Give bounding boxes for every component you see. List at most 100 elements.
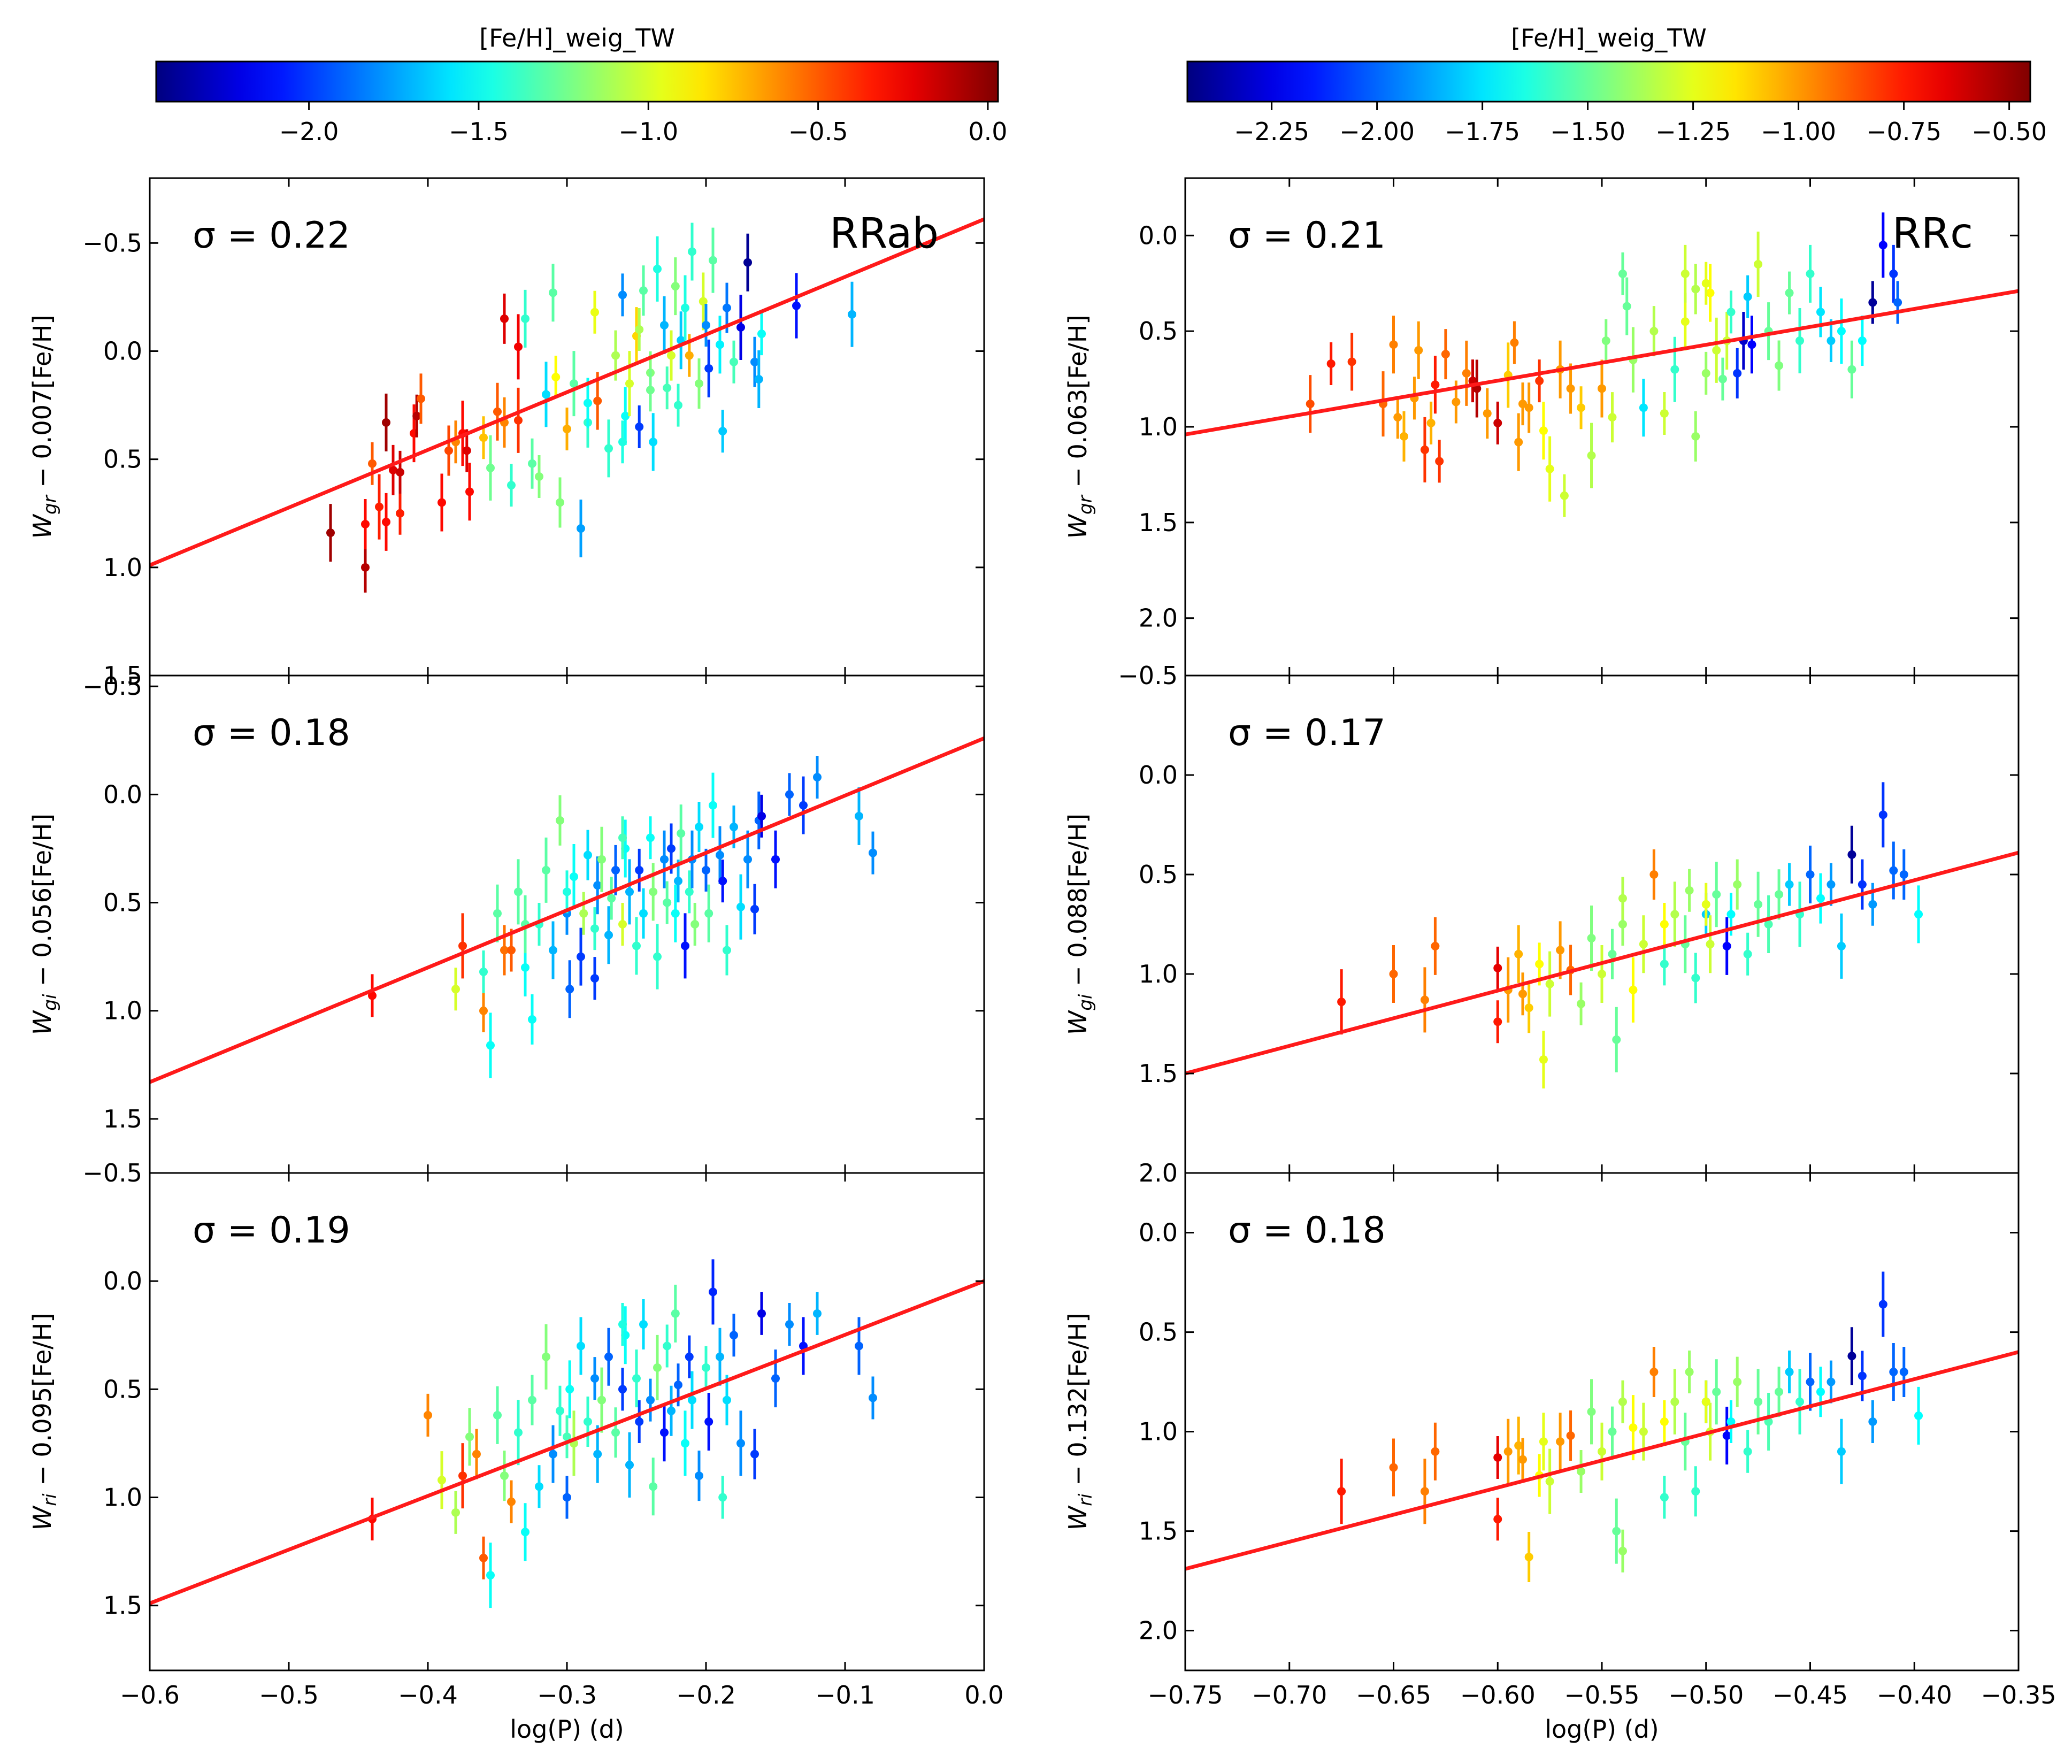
data-point xyxy=(635,1417,644,1426)
data-point xyxy=(660,1428,669,1437)
data-point xyxy=(556,816,564,825)
panel-rrab-row1: −0.5 0.0 0.5 1.0 1.5 Wgr − 0.007[Fe/H] σ = 0.2… xyxy=(28,177,985,690)
data-point xyxy=(1503,1447,1513,1456)
data-point xyxy=(479,1553,488,1562)
data-point xyxy=(368,991,377,1000)
data-point xyxy=(479,433,488,442)
data-point xyxy=(1598,1447,1606,1456)
data-point xyxy=(1514,438,1523,447)
data-point xyxy=(500,946,509,955)
y-tick-label: 1.5 xyxy=(1139,1059,1178,1088)
data-point xyxy=(1858,880,1867,889)
data-point xyxy=(750,904,759,914)
data-point xyxy=(754,375,763,384)
data-point xyxy=(663,898,672,907)
data-point xyxy=(1775,361,1784,370)
colorbar-tick-label: −0.75 xyxy=(1866,117,1941,146)
data-point xyxy=(570,379,578,388)
data-point xyxy=(1639,1427,1648,1436)
colorbar-tick-label: −0.50 xyxy=(1971,117,2047,146)
data-point xyxy=(653,952,662,961)
data-point xyxy=(1858,1371,1867,1380)
colorbar-tick-label: −2.0 xyxy=(279,117,339,146)
x-axis-label: log(P) (d) xyxy=(1545,1715,1659,1744)
data-point xyxy=(1518,1455,1527,1464)
y-tick-label: 0.0 xyxy=(1139,1218,1178,1247)
data-point xyxy=(1847,1352,1856,1361)
data-point xyxy=(577,1341,585,1351)
data-point xyxy=(486,1571,495,1580)
data-point xyxy=(855,811,863,820)
y-tick-label: 0.0 xyxy=(103,1267,142,1295)
data-point xyxy=(604,1352,613,1361)
data-point xyxy=(1389,1463,1398,1472)
plot-area xyxy=(150,217,984,593)
data-point xyxy=(667,844,676,853)
colorbars: [Fe/H]_weig_TW−2.0 −1.5 −1.0 −0.5 0.0[Fe/H]_… xyxy=(155,24,2047,146)
data-point xyxy=(671,282,680,291)
data-point xyxy=(1598,384,1606,393)
data-point xyxy=(1524,403,1533,412)
data-point xyxy=(597,855,606,864)
data-point xyxy=(1899,870,1908,879)
data-point xyxy=(1618,894,1627,903)
y-tick-label: 0.5 xyxy=(1139,317,1178,346)
y-axis-label-symbol: W xyxy=(1063,1505,1092,1530)
y-tick-label: 1.0 xyxy=(103,996,142,1025)
data-point xyxy=(730,1331,738,1340)
data-point xyxy=(1426,418,1436,427)
data-point xyxy=(671,1309,680,1318)
data-point xyxy=(551,373,561,381)
data-point xyxy=(1337,998,1346,1007)
data-point xyxy=(611,865,620,875)
data-point xyxy=(677,829,686,838)
data-point xyxy=(699,297,708,306)
colorbar-right: [Fe/H]_weig_TW −2.25 −2.00 −1.75 −1.50 −1.25 −… xyxy=(1186,24,2047,146)
data-point xyxy=(743,855,752,864)
data-point xyxy=(1712,346,1721,355)
y-axis-label-subscript: gi xyxy=(40,994,61,1011)
data-point xyxy=(1726,910,1736,919)
data-point xyxy=(1670,1397,1679,1406)
data-point xyxy=(1837,941,1846,950)
data-point xyxy=(465,487,474,496)
data-point xyxy=(1889,1368,1898,1376)
data-point xyxy=(542,1352,550,1361)
data-point xyxy=(1587,451,1596,460)
y-tick-label: 0.0 xyxy=(103,336,142,365)
y-tick-label: 1.5 xyxy=(1139,508,1178,537)
data-point xyxy=(757,1309,766,1318)
data-point xyxy=(1587,934,1596,943)
y-tick-label: 1.0 xyxy=(103,553,142,582)
data-point xyxy=(1524,1003,1533,1013)
data-point xyxy=(565,1385,574,1394)
data-point xyxy=(718,877,727,886)
data-point xyxy=(590,974,599,983)
data-point xyxy=(444,446,453,455)
data-point xyxy=(757,329,766,339)
data-point xyxy=(563,425,571,434)
data-point xyxy=(1718,374,1727,384)
data-point xyxy=(688,1395,696,1405)
data-point xyxy=(590,924,599,933)
x-tick-label: −0.55 xyxy=(1564,1681,1640,1709)
data-point xyxy=(1306,400,1315,409)
data-point xyxy=(757,811,766,820)
data-point xyxy=(1483,409,1492,418)
data-point xyxy=(1868,1417,1877,1426)
data-point xyxy=(1577,999,1586,1008)
data-point xyxy=(1764,920,1773,929)
x-tick-label: −0.35 xyxy=(1981,1681,2056,1709)
y-tick-label: 1.0 xyxy=(1139,412,1178,441)
data-point xyxy=(618,920,627,929)
data-point xyxy=(556,498,564,507)
data-point xyxy=(646,386,655,395)
data-point xyxy=(1649,1368,1659,1376)
data-point xyxy=(1566,384,1575,393)
data-point xyxy=(1868,298,1877,307)
data-point xyxy=(1816,1387,1825,1397)
data-point xyxy=(639,286,648,295)
data-point xyxy=(1420,1487,1429,1496)
data-point xyxy=(1858,336,1867,346)
